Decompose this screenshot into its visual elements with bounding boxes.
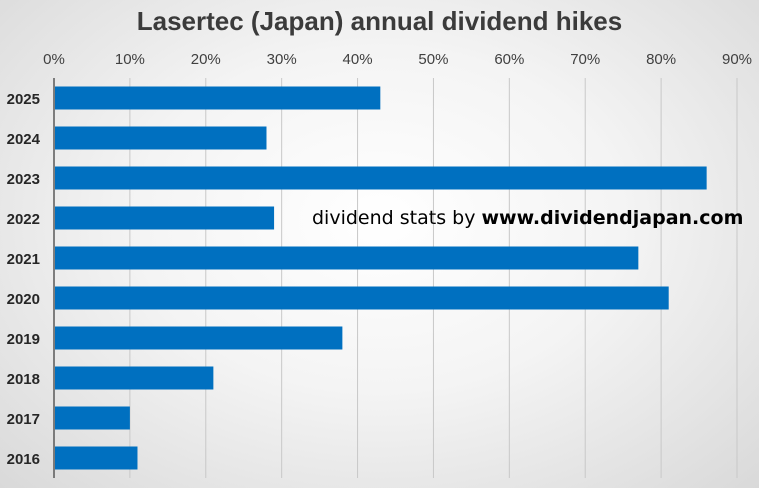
bar-2024 (55, 126, 267, 150)
x-tick-label: 50% (418, 51, 448, 68)
category-label: 2021 (7, 251, 40, 268)
x-tick-label: 10% (115, 51, 145, 68)
x-tick-label: 60% (494, 51, 524, 68)
category-label: 2016 (7, 451, 40, 468)
bar-2017 (55, 406, 130, 430)
x-tick-label: 0% (43, 51, 65, 68)
chart-annotation: dividend stats by www.dividendjapan.com (312, 207, 743, 229)
category-label: 2019 (7, 331, 40, 348)
category-label: 2025 (7, 91, 40, 108)
x-tick-label: 80% (646, 51, 676, 68)
bar-2021 (55, 246, 639, 270)
category-label: 2020 (7, 291, 40, 308)
category-label: 2022 (7, 211, 40, 228)
bar-2019 (55, 326, 343, 350)
bar-2020 (55, 286, 669, 310)
category-label: 2018 (7, 371, 40, 388)
annotation-site: www.dividendjapan.com (481, 207, 744, 229)
bar-2018 (55, 366, 214, 390)
x-tick-label: 40% (343, 51, 373, 68)
bar-2025 (55, 86, 381, 110)
x-tick-label: 70% (570, 51, 600, 68)
category-label: 2023 (7, 171, 40, 188)
category-label: 2024 (7, 131, 41, 148)
bar-2022 (55, 206, 275, 230)
x-tick-label: 30% (267, 51, 297, 68)
bar-2023 (55, 166, 707, 190)
x-tick-label: 20% (191, 51, 221, 68)
bar-2016 (55, 446, 138, 470)
chart-title: Lasertec (Japan) annual dividend hikes (136, 6, 623, 36)
annotation-prefix: dividend stats by (312, 207, 482, 229)
category-label: 2017 (7, 411, 40, 428)
x-tick-label: 90% (722, 51, 752, 68)
